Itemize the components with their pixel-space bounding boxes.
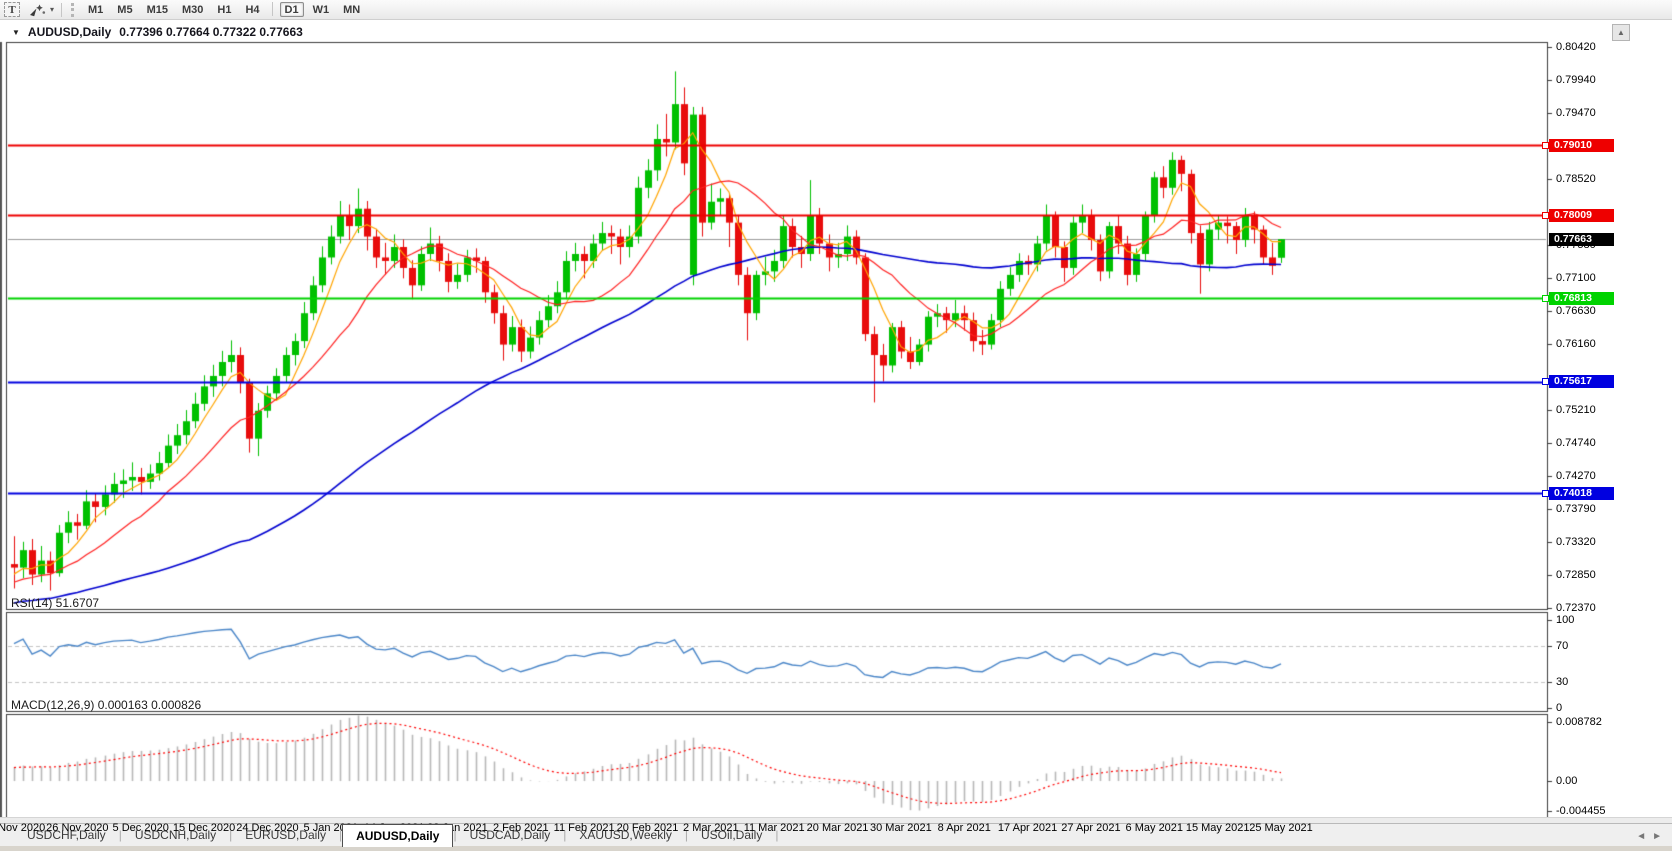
line-anchor-icon [1542,294,1549,302]
price-tick-label: 0.79470 [1556,107,1596,120]
symbol-tab-bar: USDCHF,Daily | USDCNH,Daily | EURUSD,Daily | A… [0,823,1672,847]
chart-scroll-up-button[interactable]: ▲ [1612,24,1630,41]
price-tick-label: 0.74270 [1556,469,1596,482]
price-tick-label: 0.76160 [1556,337,1596,350]
price-level-tag: 0.78009 [1542,208,1614,222]
date-label: 5 Dec 2020 [112,822,169,834]
price-tick-label: 0.78520 [1556,173,1596,186]
tab-separator: | [118,828,122,842]
date-label: 8 Apr 2021 [937,822,991,834]
macd-label: MACD(12,26,9) 0.000163 0.000826 [11,698,202,712]
symbol-tab-xauusd[interactable]: XAUUSD,Weekly [579,828,672,842]
date-label: 15 May 2021 [1185,822,1250,834]
price-chart-canvas[interactable] [0,20,1672,851]
tab-separator: | [775,828,779,842]
price-level-tag: 0.76813 [1542,291,1614,305]
magic-cursor-icon[interactable] [28,3,47,17]
rsi-label: RSI(14) 51.6707 [11,596,100,610]
price-tick-label: 0.74740 [1556,436,1596,449]
price-tick-label: 0.73320 [1556,535,1596,548]
price-tick-label: 0.73790 [1556,503,1596,516]
price-level-tag: 0.79010 [1542,138,1614,152]
tab-separator: | [684,828,688,842]
date-label: 17 Apr 2021 [997,822,1058,834]
timeframe-button-m5[interactable]: M5 [112,2,137,17]
timeframe-buttons: M1 M5 M15 M30 H1 H4 D1 W1 MN [83,2,365,17]
price-level-tag: 0.75617 [1542,375,1614,389]
dropdown-caret-icon[interactable]: ▾ [50,5,55,14]
line-anchor-icon [1542,141,1549,149]
tab-separator: | [453,828,457,842]
timeframe-button-h1[interactable]: H1 [212,2,236,17]
date-label: 20 Feb 2021 [616,822,679,834]
line-anchor-icon [1542,489,1549,497]
date-label: 2 Feb 2021 [492,822,549,834]
date-label: 2 Mar 2021 [683,822,739,834]
line-anchor-icon [1542,211,1549,219]
date-label: 17 Nov 2020 [0,822,46,834]
text-tool-button[interactable]: T [4,2,20,17]
date-label: 15 Dec 2020 [172,822,236,834]
price-tick-label: 0.79940 [1556,74,1596,87]
tab-scroll-right-button[interactable]: ► [1652,831,1662,842]
price-level-tag: 0.74018 [1542,486,1614,500]
date-label: 20 Mar 2021 [806,822,869,834]
price-level-tag: 0.77663 [1549,232,1614,246]
toolbar-separator [271,2,273,16]
toolbar-separator [61,2,63,17]
symbol-tab-usdcnh[interactable]: USDCNH,Daily [134,828,217,842]
chart-ohlc-values: 0.77396 0.77664 0.77322 0.77663 [119,25,303,39]
rsi-tick-label: 70 [1556,640,1569,653]
timeframe-button-h4[interactable]: H4 [240,2,264,17]
date-label: 27 Apr 2021 [1061,822,1121,834]
symbol-tab-eurusd[interactable]: EURUSD,Daily [245,828,326,842]
chart-symbol-title: AUDUSD,Daily [27,25,112,39]
rsi-tick-label: 100 [1556,614,1575,626]
timeframe-button-mn[interactable]: MN [338,2,365,17]
toolbar-grip [71,2,77,17]
macd-tick-label: -0.004455 [1556,804,1606,817]
date-label: 30 Mar 2021 [870,822,932,834]
macd-tick-label: 0.00 [1556,775,1578,788]
rsi-tick-label: 30 [1556,675,1569,688]
timeframe-button-m30[interactable]: M30 [177,2,208,17]
symbol-tab-usoil[interactable]: USOil,Daily [700,828,763,842]
timeframe-button-m15[interactable]: M15 [142,2,173,17]
date-label: 26 Nov 2020 [46,822,109,834]
window-bottom-edge [0,846,1672,851]
top-toolbar: T ▾ M1 M5 M15 M30 H1 H4 D1 W1 MN [0,0,1672,20]
price-tick-label: 0.77100 [1556,272,1596,285]
tab-separator: | [338,828,343,842]
macd-tick-label: 0.008782 [1556,716,1602,728]
date-label: 11 Feb 2021 [553,822,615,834]
date-label: 24 Dec 2020 [236,822,299,834]
price-tick-label: 0.75210 [1556,404,1596,417]
price-tick-label: 0.72850 [1556,568,1596,581]
price-tick-label: 0.76630 [1556,305,1596,318]
timeframe-button-m1[interactable]: M1 [83,2,108,17]
rsi-tick-label: 0 [1556,702,1563,714]
line-anchor-icon [1542,378,1549,386]
tab-scroll-left-button[interactable]: ◄ [1636,831,1647,842]
date-label: 25 May 2021 [1249,822,1313,834]
tab-separator: | [563,828,567,842]
chart-title: ▼ AUDUSD,Daily 0.77396 0.77664 0.77322 0… [12,25,303,39]
timeframe-button-d1[interactable]: D1 [279,2,304,17]
symbol-tab-audusd[interactable]: AUDUSD,Daily [342,824,454,847]
tab-separator: | [229,828,233,842]
timeframe-button-w1[interactable]: W1 [308,2,335,17]
horizontal-scrollbar[interactable] [0,817,1672,823]
symbol-tab-usdchf[interactable]: USDCHF,Daily [27,828,106,842]
symbol-tab-usdcad[interactable]: USDCAD,Daily [469,828,551,842]
date-label: 11 Mar 2021 [743,822,805,834]
price-tick-label: 0.72370 [1556,602,1596,614]
date-label: 6 May 2021 [1125,822,1184,834]
price-tick-label: 0.80420 [1556,41,1596,53]
collapse-triangle-icon[interactable]: ▼ [12,27,20,37]
